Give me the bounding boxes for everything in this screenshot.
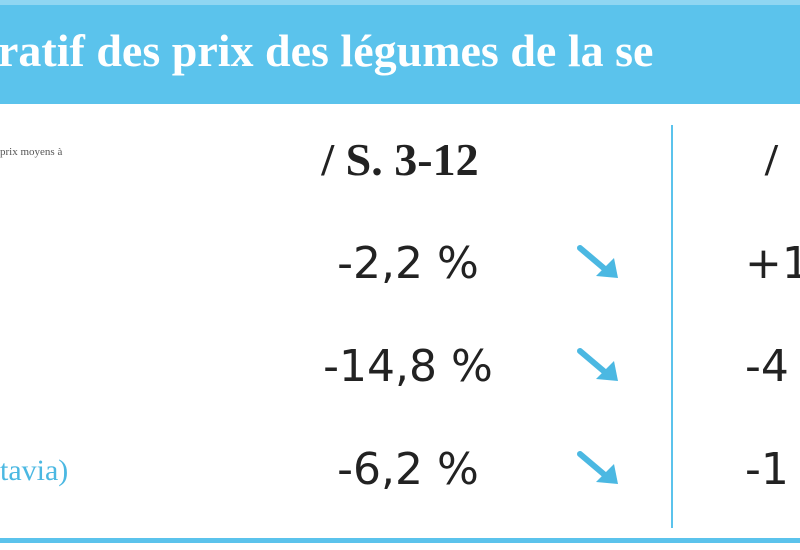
trend-down-arrow bbox=[577, 348, 618, 381]
column-header: / S. 3-12 bbox=[320, 134, 478, 185]
header-note: prix moyens à bbox=[0, 146, 62, 158]
table-title: ratif des prix des légumes de la se bbox=[0, 25, 653, 76]
cell-value: -4 bbox=[745, 341, 789, 392]
cell-value: +1 bbox=[745, 238, 800, 289]
cell-value: -14,8 % bbox=[323, 341, 493, 392]
trend-down-arrow bbox=[577, 451, 618, 484]
trend-icons bbox=[577, 245, 618, 484]
row-label: tavia) bbox=[0, 454, 68, 487]
trend-down-arrow bbox=[577, 245, 618, 278]
title-band-edge bbox=[0, 0, 800, 5]
bottom-rule bbox=[0, 538, 800, 543]
title-band bbox=[0, 0, 800, 104]
cell-value: -1 bbox=[745, 444, 789, 495]
column-header: / bbox=[764, 134, 779, 185]
cell-value: -6,2 % bbox=[337, 444, 479, 495]
cell-value: -2,2 % bbox=[337, 238, 479, 289]
